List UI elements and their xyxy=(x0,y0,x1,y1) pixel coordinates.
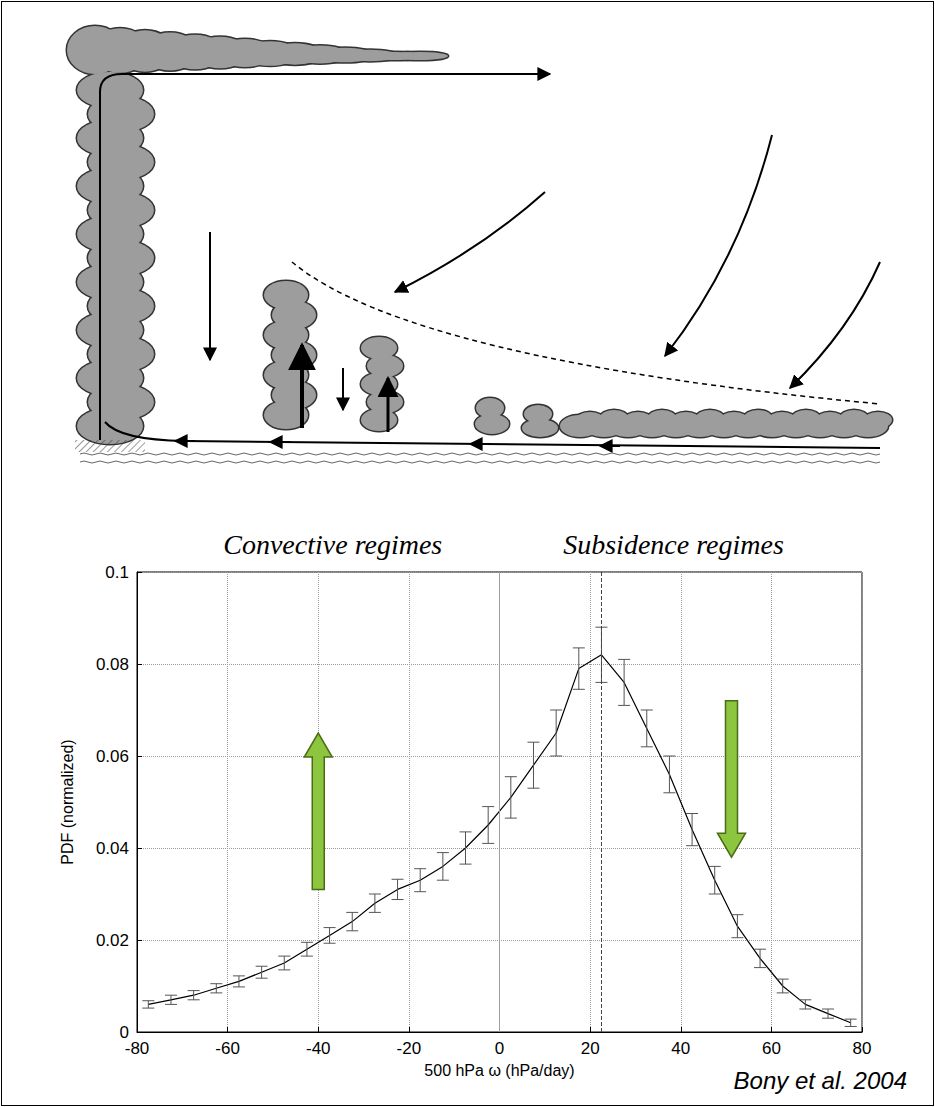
svg-text:PDF (normalized): PDF (normalized) xyxy=(59,739,76,864)
svg-text:80: 80 xyxy=(853,1039,872,1058)
svg-text:Convective regimes: Convective regimes xyxy=(223,529,442,560)
svg-text:0.08: 0.08 xyxy=(96,655,129,674)
svg-text:0.06: 0.06 xyxy=(96,747,129,766)
svg-text:-40: -40 xyxy=(306,1039,331,1058)
svg-text:Subsidence regimes: Subsidence regimes xyxy=(563,529,784,560)
svg-text:Bony et al. 2004: Bony et al. 2004 xyxy=(734,1067,907,1094)
svg-text:20: 20 xyxy=(581,1039,600,1058)
svg-text:0: 0 xyxy=(495,1039,504,1058)
svg-text:40: 40 xyxy=(671,1039,690,1058)
svg-text:0: 0 xyxy=(119,1022,129,1042)
svg-text:0.1: 0.1 xyxy=(105,563,129,582)
svg-text:60: 60 xyxy=(762,1039,781,1058)
svg-text:-80: -80 xyxy=(125,1039,150,1058)
svg-text:0.02: 0.02 xyxy=(96,931,129,950)
svg-text:-20: -20 xyxy=(397,1039,422,1058)
svg-text:0.04: 0.04 xyxy=(96,839,129,858)
svg-text:-60: -60 xyxy=(215,1039,240,1058)
svg-text:500 hPa ω (hPa/day): 500 hPa ω (hPa/day) xyxy=(424,1062,574,1079)
